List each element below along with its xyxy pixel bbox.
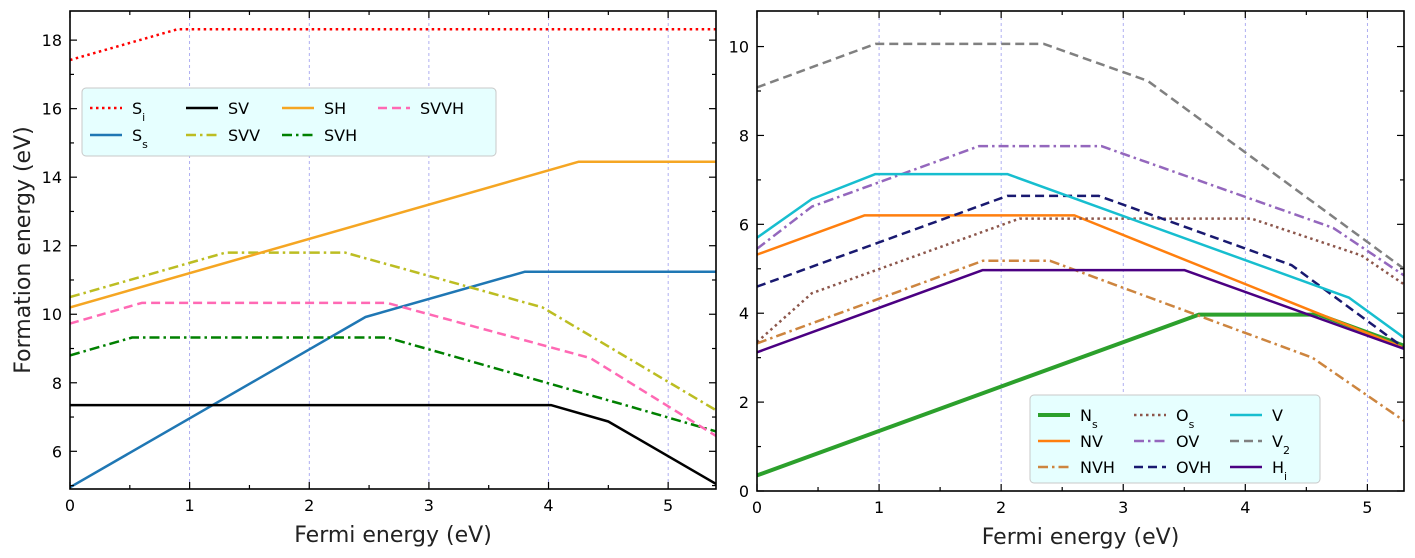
series-line-nvh	[757, 259, 1404, 422]
y-axis-ticks: 0 2 4 6 8 10	[729, 38, 1404, 501]
series-line-svvh	[70, 301, 716, 437]
legend-label: SVVH	[420, 99, 464, 118]
y-axis-label: Formation energy (eV)	[11, 126, 36, 373]
y-tick-label: 16	[42, 100, 62, 119]
y-tick-label: 10	[729, 38, 749, 57]
legend-box	[1029, 394, 1321, 484]
legend-item: Hi	[1230, 458, 1287, 483]
x-tick-label: 1	[185, 496, 195, 515]
legend-item: Si	[90, 99, 145, 124]
y-tick-label: 6	[739, 215, 749, 234]
legend-label: Hi	[1272, 458, 1287, 483]
series-line-sh	[70, 160, 716, 309]
legend-label: OV	[1176, 432, 1199, 451]
y-tick-label: 12	[42, 237, 62, 256]
legend-item: Os	[1134, 406, 1195, 431]
x-axis-label: Fermi energy (eV)	[982, 525, 1180, 550]
legend-item: NVH	[1038, 458, 1115, 477]
series-line-os	[757, 217, 1404, 344]
legend-item: OVH	[1134, 458, 1211, 477]
x-axis-label: Fermi energy (eV)	[294, 523, 492, 548]
x-tick-label: 5	[1362, 498, 1372, 517]
y-tick-label: 0	[739, 482, 749, 501]
legend-item: SH	[282, 99, 346, 118]
series-line-v	[757, 172, 1404, 339]
legend-label: OVH	[1176, 458, 1211, 477]
legend-label: Ns	[1080, 406, 1098, 431]
legend-label: SH	[324, 99, 346, 118]
x-tick-label: 0	[65, 496, 75, 515]
legend-label: NV	[1080, 432, 1103, 451]
x-axis-ticks: 0 1 2 3 4 5	[65, 11, 673, 515]
axes-frame	[756, 10, 1405, 492]
series-line-svh	[70, 336, 716, 433]
y-tick-label: 6	[52, 442, 62, 461]
legend-item: SVVH	[378, 99, 464, 118]
y-tick-label: 8	[739, 126, 749, 145]
legend-label: SVH	[324, 126, 357, 145]
series-line-ovh	[757, 194, 1404, 349]
y-tick-label: 8	[52, 374, 62, 393]
series-group	[757, 42, 1404, 478]
series-line-sv	[70, 403, 716, 485]
legend-label: NVH	[1080, 458, 1115, 477]
legend-item: SV	[186, 99, 249, 118]
x-axis-ticks: 0 1 2 3 4 5	[752, 11, 1372, 517]
legend-label: SVV	[228, 126, 260, 145]
series-line-si	[70, 27, 716, 62]
x-tick-label: 3	[424, 496, 434, 515]
legend-label: Ss	[132, 126, 148, 151]
y-tick-label: 4	[739, 304, 749, 323]
y-tick-label: 18	[42, 31, 62, 50]
x-tick-label: 0	[752, 498, 762, 517]
legend-label: V	[1272, 406, 1283, 425]
x-tick-label: 5	[663, 496, 673, 515]
legend-item: NV	[1038, 432, 1103, 451]
y-tick-label: 2	[739, 393, 749, 412]
series-line-v2	[757, 42, 1404, 270]
series-line-nv	[757, 214, 1404, 350]
legend-item: V2	[1230, 432, 1290, 457]
x-tick-label: 2	[996, 498, 1006, 517]
x-tick-label: 4	[543, 496, 553, 515]
series-line-svv	[70, 251, 716, 412]
legend-item: Ns	[1038, 406, 1098, 431]
x-tick-label: 3	[1118, 498, 1128, 517]
legend-label: Os	[1176, 406, 1195, 431]
axes-frame	[69, 10, 717, 490]
legend-label: V2	[1272, 432, 1290, 457]
series-line-ov	[757, 144, 1404, 277]
legend-item: V	[1230, 406, 1283, 425]
y-tick-label: 14	[42, 168, 62, 187]
x-tick-label: 2	[304, 496, 314, 515]
y-tick-label: 10	[42, 305, 62, 324]
series-line-hi	[757, 268, 1404, 354]
y-axis-ticks: 6 8 10 12 14 16 18	[42, 31, 716, 487]
legend-label: Si	[132, 99, 145, 124]
legend-item: SVH	[282, 126, 357, 145]
legend-item: SVV	[186, 126, 260, 145]
series-group	[70, 27, 716, 489]
legend-item: OV	[1134, 432, 1199, 451]
series-line-ss	[70, 270, 716, 489]
legend-label: SV	[228, 99, 249, 118]
legend-box	[81, 87, 497, 157]
x-tick-label: 1	[874, 498, 884, 517]
x-tick-label: 4	[1240, 498, 1250, 517]
legend-item: Ss	[90, 126, 148, 151]
